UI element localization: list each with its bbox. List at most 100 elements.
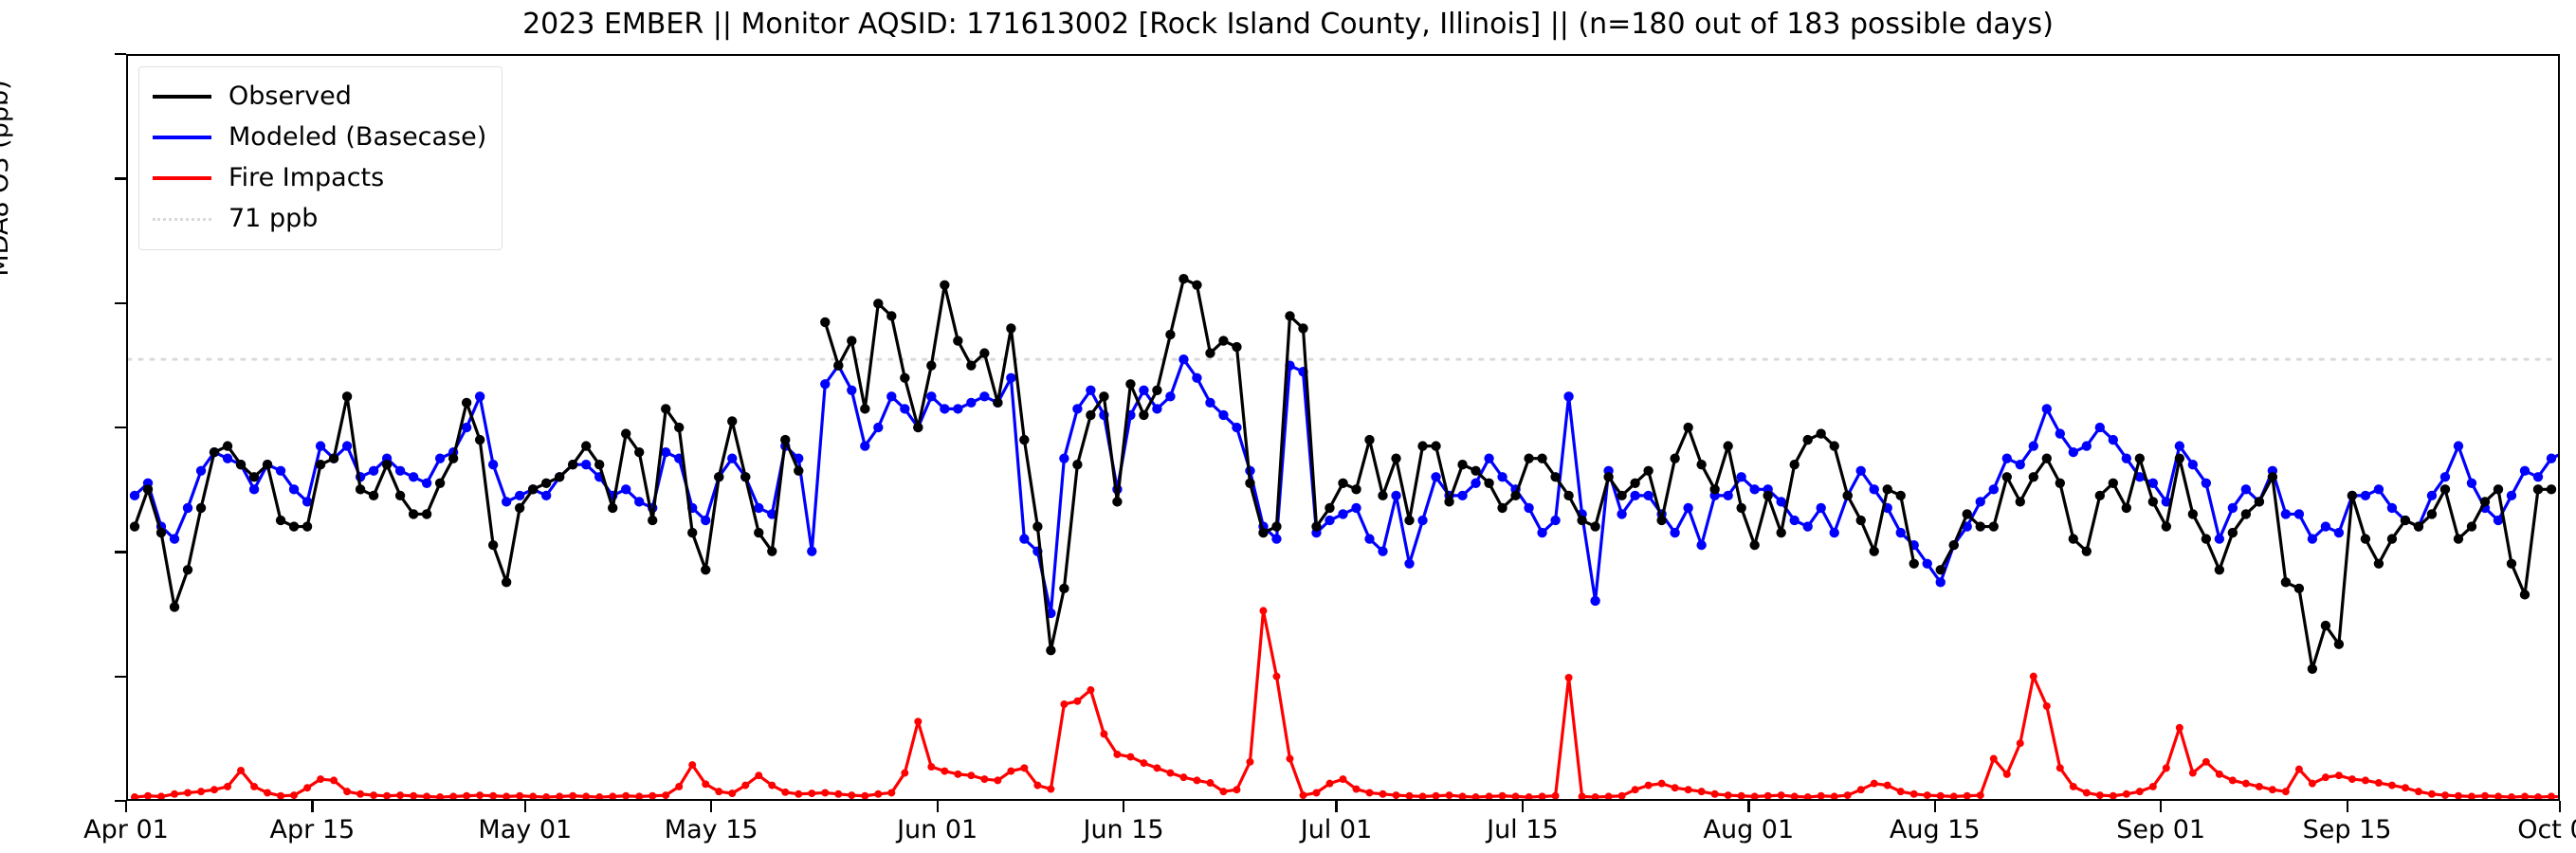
data-point (2002, 770, 2011, 778)
data-point (1777, 791, 1785, 799)
data-point (474, 391, 485, 402)
data-point (1298, 323, 1308, 334)
plot-area (126, 54, 2560, 801)
legend-item[interactable]: Fire Impacts (153, 157, 486, 198)
data-point (2320, 620, 2331, 631)
data-point (1178, 354, 1189, 365)
y-tick-mark (115, 551, 126, 554)
data-point (1750, 792, 1759, 799)
x-tick-mark (2346, 801, 2348, 812)
data-point (1671, 784, 1679, 792)
data-point (540, 478, 552, 488)
data-point (1963, 791, 1971, 799)
data-point (2081, 441, 2092, 451)
data-point (2308, 779, 2316, 788)
data-point (410, 791, 418, 799)
data-point (1590, 595, 1600, 607)
data-point (131, 793, 138, 799)
data-point (2095, 791, 2104, 799)
data-point (1591, 793, 1599, 799)
data-point (2280, 509, 2292, 519)
data-point (662, 791, 670, 799)
data-point (2055, 428, 2065, 439)
data-point (1550, 472, 1561, 482)
data-point (1125, 379, 1136, 390)
data-point (2042, 702, 2051, 710)
data-point (2520, 792, 2529, 799)
data-point (129, 521, 140, 532)
data-point (820, 317, 831, 328)
data-point (595, 793, 604, 799)
data-point (821, 789, 830, 797)
data-point (1351, 484, 1361, 495)
data-point (1989, 754, 1998, 763)
data-point (1285, 311, 1295, 321)
data-point (834, 789, 843, 798)
data-point (1020, 764, 1029, 772)
data-point (2360, 534, 2371, 544)
x-tick-label: Sep 01 (2116, 815, 2206, 844)
data-point (301, 497, 313, 507)
data-point (2373, 484, 2384, 495)
data-point (1869, 484, 1879, 495)
data-point (2240, 509, 2252, 519)
data-point (2161, 521, 2172, 532)
data-point (794, 465, 804, 476)
data-point (474, 434, 485, 445)
data-point (927, 763, 936, 771)
data-point (953, 404, 963, 414)
data-point (1219, 788, 1228, 796)
data-point (1272, 672, 1281, 681)
data-point (1975, 521, 1985, 532)
data-point (248, 484, 260, 495)
data-point (1457, 490, 1468, 501)
data-point (2068, 446, 2078, 458)
data-point (1339, 775, 1347, 784)
x-tick-label: Jun 01 (897, 815, 978, 844)
y-axis-label-text: MDA8 O3 (ppb) (0, 80, 14, 277)
data-point (873, 422, 884, 433)
data-point (394, 490, 406, 501)
data-point (2188, 769, 2197, 777)
data-point (1391, 453, 1401, 463)
legend-item[interactable]: 71 ppb (153, 198, 486, 239)
data-point (621, 484, 631, 495)
data-point (1311, 521, 1322, 532)
data-point (2493, 515, 2504, 526)
x-tick-mark (1123, 801, 1125, 812)
data-point (1617, 509, 1627, 519)
data-point (940, 404, 950, 414)
data-point (1936, 791, 1945, 799)
data-point (529, 792, 538, 799)
data-point (421, 478, 432, 488)
data-point (2108, 478, 2119, 488)
data-point (2148, 782, 2157, 790)
data-point (370, 791, 378, 799)
data-point (1537, 527, 1547, 538)
data-point (2135, 788, 2144, 796)
data-point (1178, 274, 1189, 284)
y-tick-mark (115, 675, 126, 678)
legend-label: Observed (228, 82, 352, 111)
data-point (1325, 779, 1334, 788)
data-point (222, 441, 233, 451)
plot-canvas (128, 274, 2558, 799)
data-point (169, 602, 180, 612)
data-point (556, 792, 564, 799)
data-point (343, 788, 352, 796)
legend-item[interactable]: Observed (153, 76, 486, 117)
data-point (701, 515, 711, 526)
data-point (2028, 441, 2038, 451)
data-point (2121, 453, 2132, 463)
data-point (1206, 779, 1215, 787)
data-point (2094, 422, 2106, 433)
series-observed (129, 274, 2557, 674)
data-point (1657, 779, 1666, 788)
data-point (2534, 793, 2542, 799)
legend-item[interactable]: Modeled (Basecase) (153, 117, 486, 157)
data-point (860, 441, 870, 451)
data-point (1723, 441, 1733, 451)
data-point (1617, 791, 1626, 799)
data-point (383, 791, 392, 799)
x-tick-label: Apr 15 (269, 815, 356, 844)
